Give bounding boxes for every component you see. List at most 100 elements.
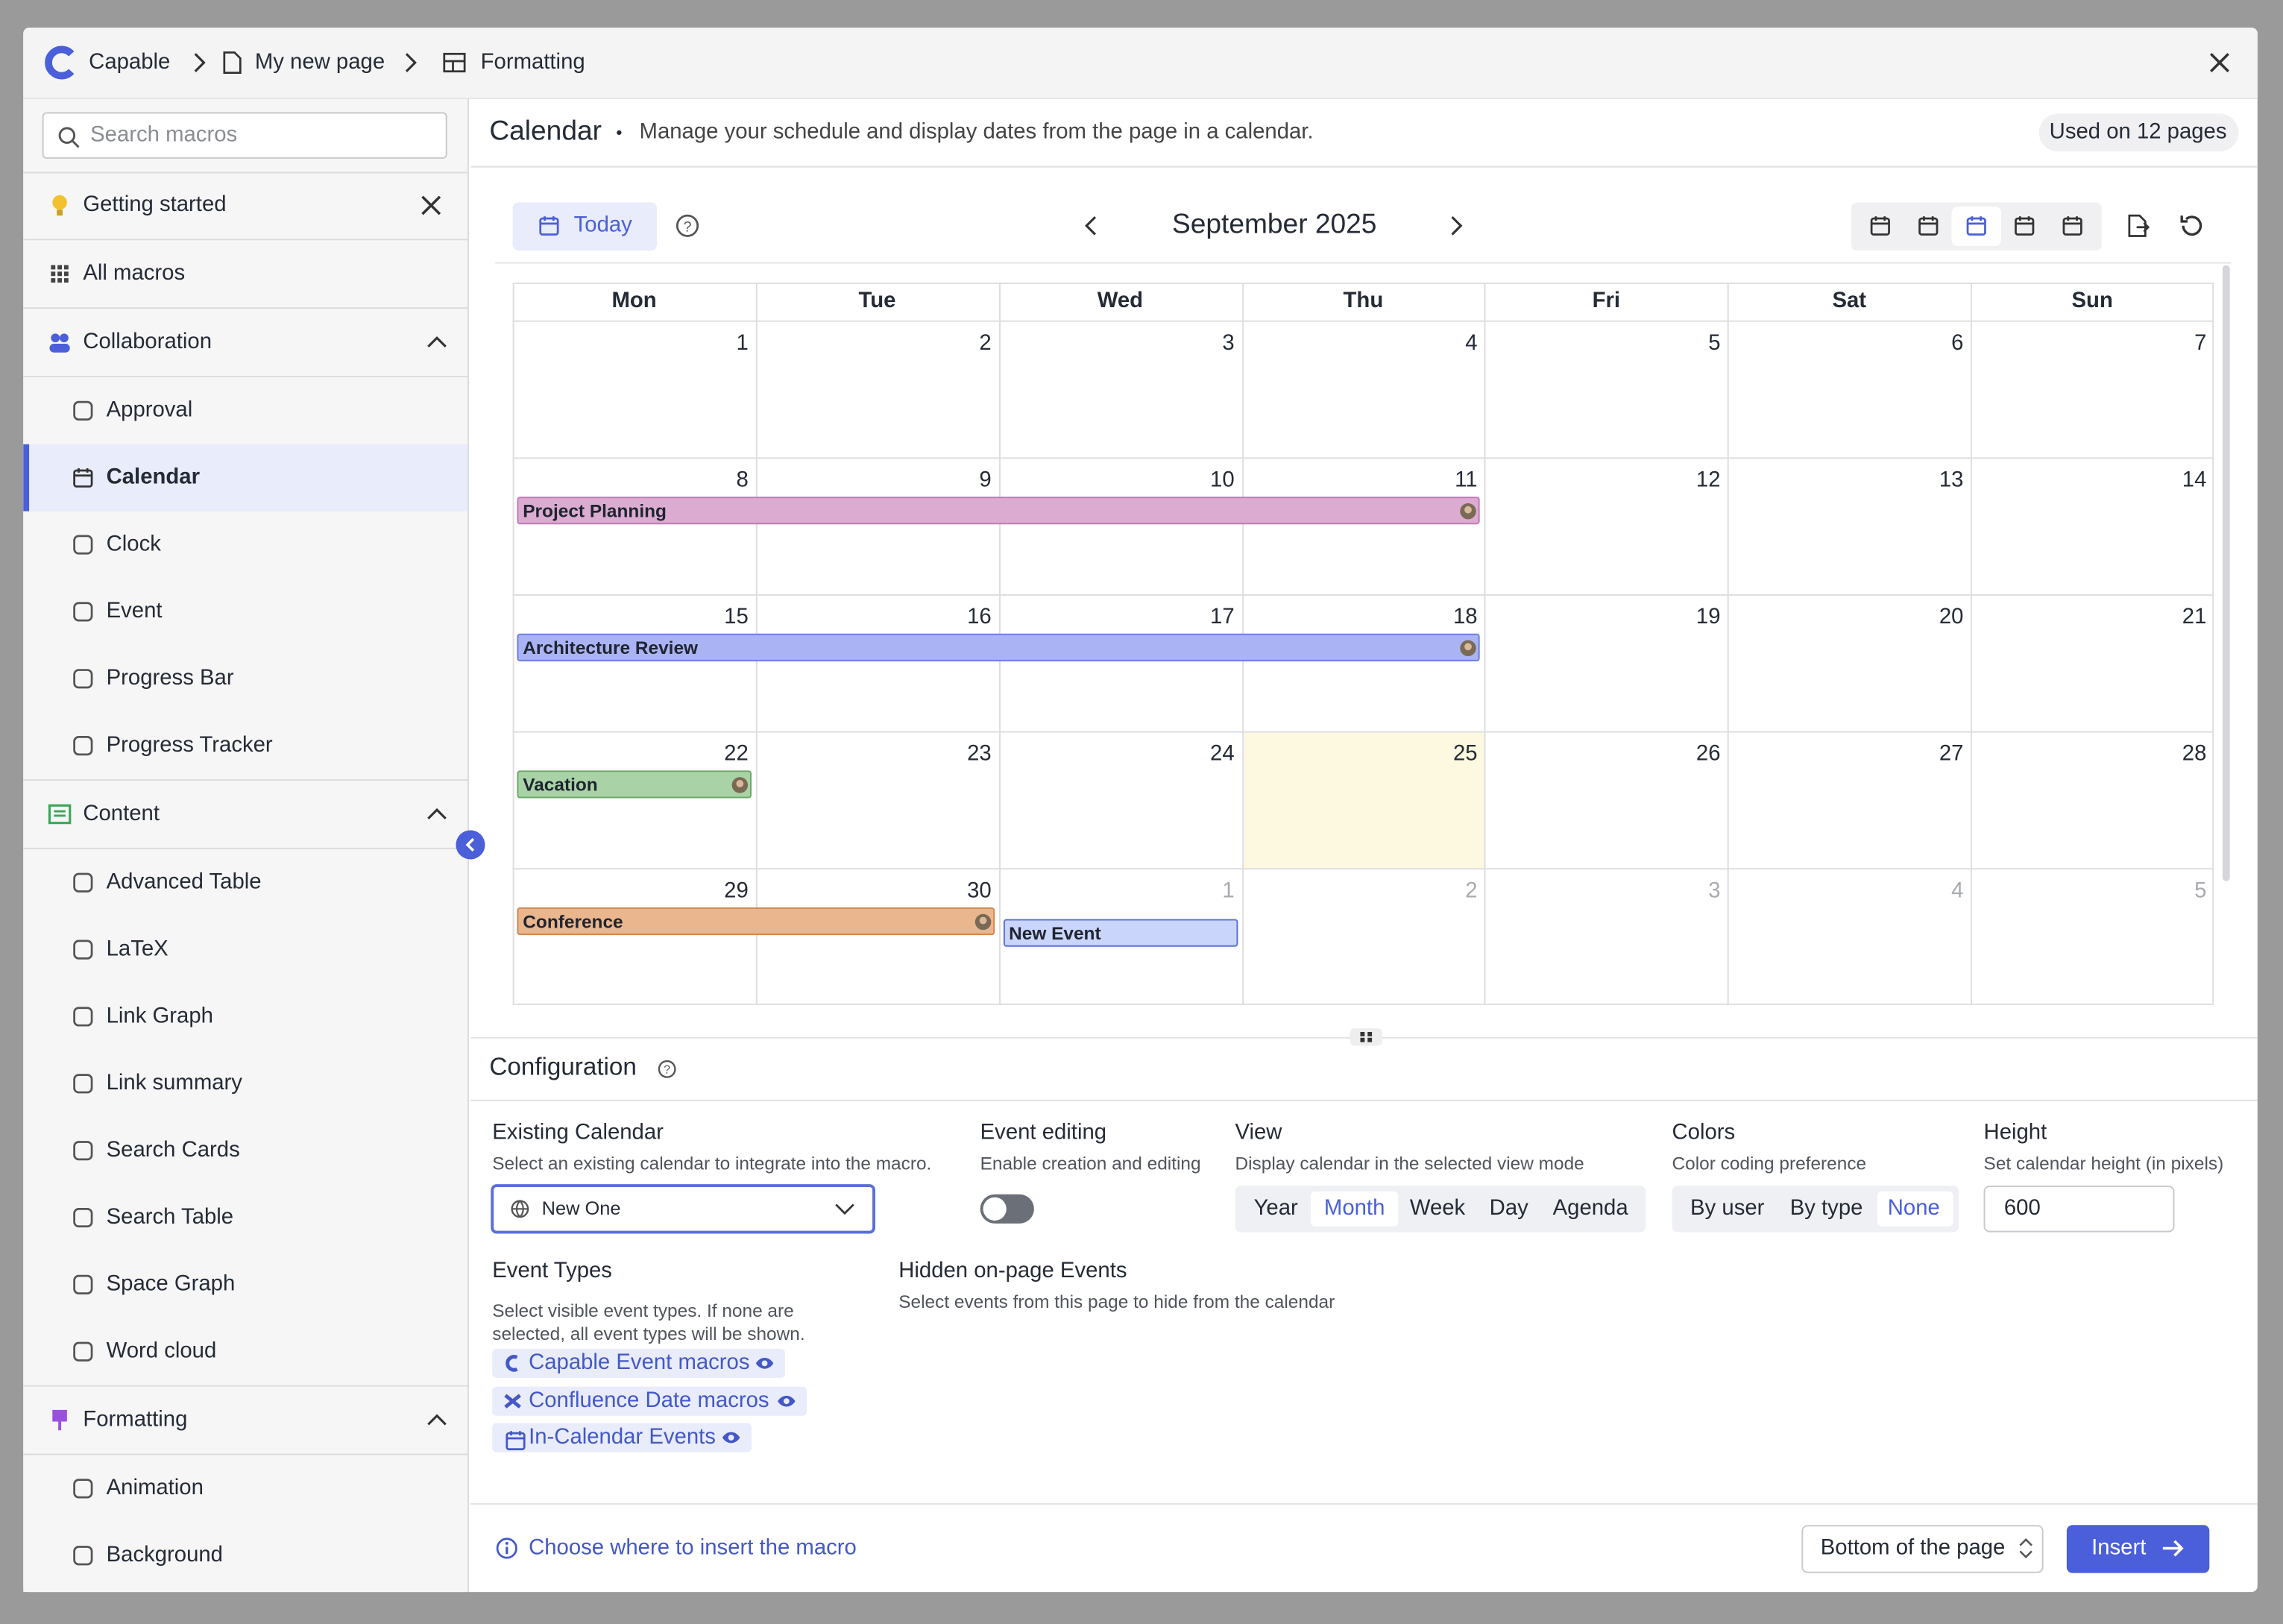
day-number[interactable]: 1 [1222,878,1235,904]
insert-button[interactable] [2066,1525,2210,1573]
refresh-button[interactable] [2177,213,2203,239]
sidebar-item[interactable]: Background [106,1542,223,1567]
collapse-toggle[interactable] [423,1407,450,1433]
day-number[interactable]: 30 [967,878,992,904]
day-number[interactable]: 19 [1695,604,1721,629]
sidebar-group[interactable]: Formatting [83,1406,188,1432]
segment-option[interactable]: None [1887,1195,1940,1221]
day-number[interactable]: 11 [1455,468,1478,493]
view-button[interactable] [1915,213,1942,239]
event-bar[interactable] [517,497,1481,525]
collapse-toggle[interactable] [423,801,450,827]
sidebar-item[interactable]: Search Table [106,1204,234,1230]
position-select[interactable] [1801,1525,2044,1573]
day-number[interactable]: 9 [979,468,992,493]
event-type-chip[interactable] [492,1348,785,1378]
export-button[interactable] [2123,213,2150,239]
next-month[interactable] [1443,213,1470,239]
dismiss-button[interactable] [418,192,444,218]
day-number[interactable]: 3 [1222,330,1235,356]
insert-hint[interactable]: Choose where to insert the macro [529,1535,857,1561]
day-number[interactable]: 10 [1210,468,1235,493]
sidebar-collapse[interactable] [456,830,485,860]
day-number[interactable]: 4 [1951,878,1964,904]
height-input[interactable] [1983,1186,2175,1233]
day-number[interactable]: 29 [724,878,749,904]
segment-option[interactable]: Day [1489,1195,1528,1221]
day-number[interactable]: 17 [1210,604,1235,629]
segment-option[interactable]: Agenda [1552,1195,1628,1221]
day-number[interactable]: 8 [736,468,749,493]
prev-month[interactable] [1078,213,1104,239]
sidebar-item[interactable]: Link summary [106,1070,242,1095]
sidebar-group[interactable]: Content [83,801,160,826]
sidebar-item[interactable]: Clock [106,531,161,557]
day-number[interactable]: 18 [1452,604,1478,629]
day-number[interactable]: 12 [1695,468,1721,493]
collapse-toggle[interactable] [423,329,450,355]
view-button[interactable] [2059,213,2085,239]
help-icon[interactable]: ? [674,213,700,239]
day-number[interactable]: 5 [1708,330,1721,356]
event-bar[interactable] [1003,919,1238,947]
sidebar-item[interactable]: Advanced Table [106,869,262,895]
sidebar-item[interactable]: Link Graph [106,1003,213,1029]
help-icon[interactable]: ? [657,1059,677,1079]
sidebar-item[interactable]: Search Cards [106,1137,240,1162]
sidebar-item[interactable]: Space Graph [106,1271,236,1297]
day-number[interactable]: 24 [1210,741,1235,767]
close-button[interactable] [2206,49,2232,75]
day-number[interactable]: 26 [1695,741,1721,767]
sidebar-item[interactable]: Getting started [83,192,227,218]
day-number[interactable]: 2 [1465,878,1478,904]
day-number[interactable]: 4 [1465,330,1478,356]
segment-option[interactable]: Week [1409,1195,1466,1221]
breadcrumb-item[interactable]: Capable [89,49,171,75]
segment-option[interactable]: Month [1323,1195,1385,1221]
day-number[interactable]: 14 [2182,468,2207,493]
day-number[interactable]: 7 [2194,330,2207,356]
resize-handle[interactable] [1350,1028,1382,1046]
day-number[interactable]: 27 [1939,741,1964,767]
breadcrumb-item[interactable]: My new page [254,49,385,75]
day-number[interactable]: 6 [1951,330,1964,356]
event-type-chip[interactable] [492,1385,807,1415]
sidebar-item[interactable]: Word cloud [106,1338,217,1364]
sidebar-item[interactable]: Event [106,598,163,624]
event-bar[interactable] [517,770,752,799]
view-button[interactable] [1867,213,1893,239]
breadcrumb-item[interactable]: Formatting [480,49,585,75]
day-number[interactable]: 1 [736,330,749,356]
calendar-select[interactable] [491,1184,875,1234]
segment-option[interactable]: Year [1253,1195,1298,1221]
day-number[interactable]: 25 [1452,741,1478,767]
day-number[interactable]: 28 [2182,741,2207,767]
event-type-chip[interactable] [492,1423,752,1453]
day-number[interactable]: 21 [2182,604,2207,629]
day-number[interactable]: 3 [1708,878,1721,904]
day-number[interactable]: 22 [724,741,749,767]
day-number[interactable]: 23 [967,741,992,767]
event-bar[interactable] [517,633,1481,661]
segment-option[interactable]: By user [1690,1195,1765,1221]
day-number[interactable]: 16 [967,604,992,629]
event-bar[interactable] [517,907,995,936]
day-number[interactable]: 15 [724,604,749,629]
sidebar-item[interactable]: Approval [106,397,193,423]
sidebar-item[interactable]: Animation [106,1475,204,1501]
segment-option[interactable]: By type [1789,1195,1863,1221]
day-number[interactable]: 13 [1939,468,1964,493]
day-number[interactable]: 5 [2194,878,2207,904]
search-box[interactable] [42,112,447,159]
view-button[interactable] [2012,213,2038,239]
day-number[interactable]: 2 [979,330,992,356]
sidebar-item[interactable]: Progress Tracker [106,732,273,758]
sidebar-item[interactable]: All macros [83,260,186,286]
sidebar-group[interactable]: Collaboration [83,329,212,354]
sidebar-item[interactable]: Progress Bar [106,665,234,690]
day-number[interactable]: 20 [1939,604,1964,629]
sidebar-item[interactable]: Calendar [106,465,201,490]
sidebar-item[interactable]: LaTeX [106,937,169,962]
view-button[interactable] [1963,213,1989,239]
today-button[interactable] [512,202,657,251]
